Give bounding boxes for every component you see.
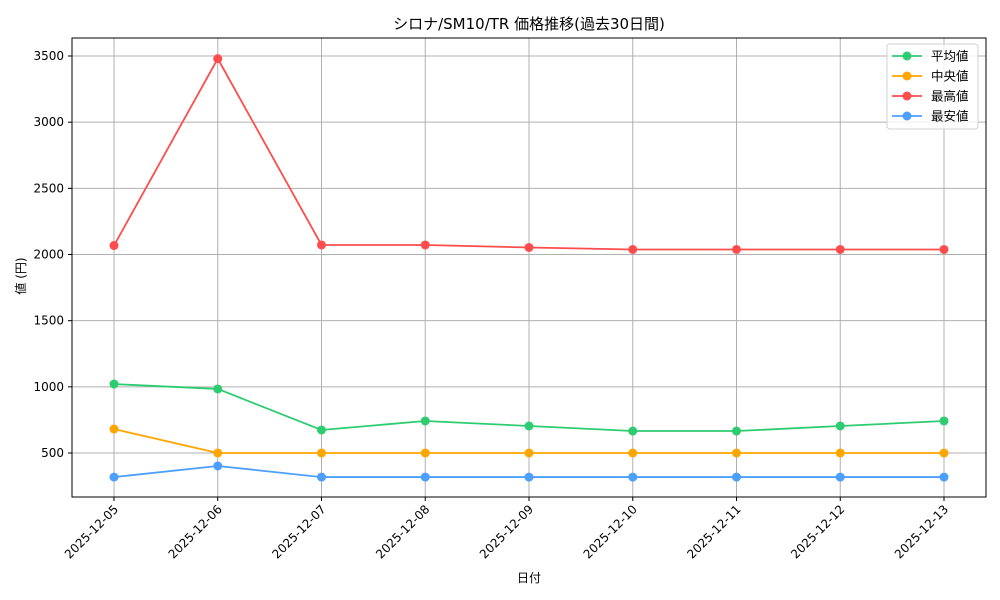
data-point: [732, 244, 741, 254]
data-point: [732, 448, 741, 458]
y-axis-ticks: 500 1000 1500 2000 2500 3000 3500: [33, 49, 72, 460]
legend-marker-icon: [902, 91, 912, 101]
data-series: [109, 54, 949, 482]
legend-label: 中央値: [931, 69, 969, 84]
legend-item-3: 最安値: [892, 109, 969, 124]
data-point: [732, 472, 741, 482]
data-point: [213, 54, 223, 64]
data-point: [420, 240, 430, 250]
data-point: [213, 384, 223, 394]
y-tick-label: 2500: [33, 181, 64, 195]
y-tick-label: 500: [41, 446, 64, 460]
data-point: [317, 425, 326, 435]
legend-marker-icon: [902, 111, 912, 121]
data-point: [109, 379, 119, 389]
data-point: [213, 448, 223, 458]
data-point: [835, 472, 845, 482]
series-0: [109, 379, 949, 436]
series-3: [109, 461, 949, 482]
data-point: [835, 448, 845, 458]
y-tick-label: 1000: [33, 380, 64, 394]
legend-item-2: 最高値: [892, 89, 969, 104]
grid-lines: [72, 38, 986, 497]
legend-item-0: 平均値: [892, 49, 969, 64]
data-point: [317, 240, 326, 250]
y-tick-label: 1500: [33, 314, 64, 328]
data-point: [109, 424, 119, 434]
data-point: [420, 448, 430, 458]
legend-label: 平均値: [931, 49, 969, 64]
data-point: [835, 244, 845, 254]
data-point: [628, 472, 638, 482]
data-point: [939, 244, 949, 254]
data-point: [420, 416, 430, 426]
data-point: [628, 426, 638, 436]
data-point: [628, 448, 638, 458]
data-point: [420, 472, 430, 482]
legend-marker-icon: [902, 51, 912, 61]
data-point: [317, 472, 326, 482]
series-1: [109, 424, 949, 458]
y-tick-label: 3500: [33, 49, 64, 63]
chart-title: シロナ/SM10/TR 価格推移(過去30日間): [393, 15, 665, 33]
data-point: [939, 416, 949, 426]
data-point: [939, 472, 949, 482]
data-point: [628, 244, 638, 254]
data-point: [732, 426, 741, 436]
legend-item-1: 中央値: [892, 69, 969, 84]
data-point: [213, 461, 223, 471]
data-point: [524, 421, 534, 431]
data-point: [939, 448, 949, 458]
data-point: [317, 448, 326, 458]
y-tick-label: 2000: [33, 248, 64, 262]
x-axis-label: 日付: [517, 571, 541, 585]
data-point: [524, 448, 534, 458]
legend-label: 最高値: [931, 89, 969, 104]
data-point: [524, 242, 534, 252]
series-2: [109, 54, 949, 254]
y-tick-label: 3000: [33, 115, 64, 129]
data-point: [524, 472, 534, 482]
data-point: [109, 472, 119, 482]
legend-label: 最安値: [931, 109, 969, 124]
y-axis-label: 値 (円): [13, 257, 28, 294]
data-point: [109, 241, 119, 251]
legend-box: [886, 43, 979, 130]
legend-marker-icon: [902, 71, 912, 81]
data-point: [835, 421, 845, 431]
